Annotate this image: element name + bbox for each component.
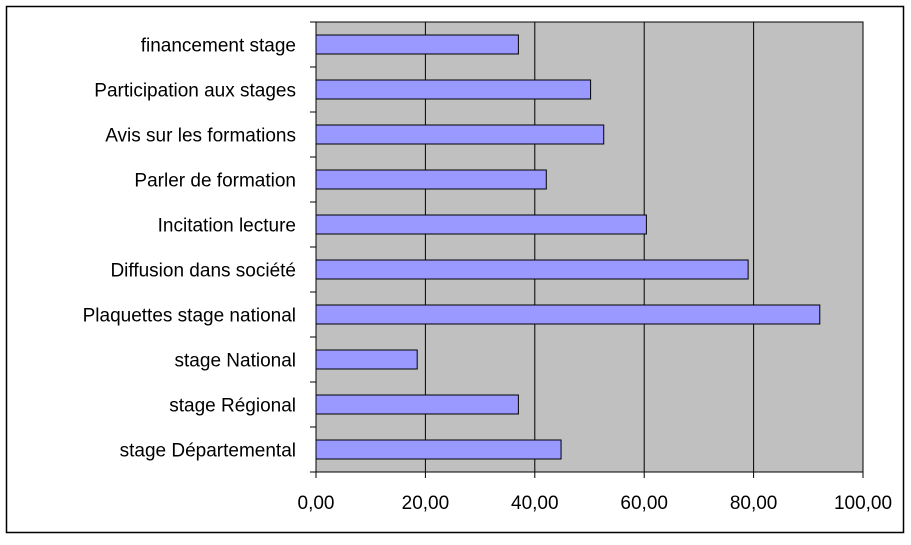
bar xyxy=(315,214,647,235)
axes xyxy=(310,21,864,478)
x-tick-label: 40,00 xyxy=(511,493,559,514)
bar xyxy=(315,34,519,55)
bar xyxy=(315,304,821,325)
category-label: stage Régional xyxy=(169,396,296,417)
category-labels: financement stage Participation aux stage… xyxy=(83,36,296,462)
x-tick-label: 80,00 xyxy=(730,493,778,514)
bar xyxy=(315,394,519,415)
x-tick-label: 60,00 xyxy=(620,493,668,514)
category-label: stage National xyxy=(175,351,296,372)
bar xyxy=(315,439,562,460)
category-label: stage Départemental xyxy=(120,441,296,462)
bar xyxy=(315,79,592,100)
category-label: Parler de formation xyxy=(134,171,296,192)
x-tick-label: 100,00 xyxy=(834,493,892,514)
category-label: Participation aux stages xyxy=(94,81,296,102)
bar xyxy=(315,259,749,280)
category-label: financement stage xyxy=(141,36,296,57)
x-tick-labels: 0,00 20,00 40,00 60,00 80,00 100,00 xyxy=(298,493,893,514)
category-label: Incitation lecture xyxy=(158,216,296,237)
bar xyxy=(315,124,605,145)
bar xyxy=(315,169,547,190)
bars xyxy=(315,34,821,460)
bar xyxy=(315,349,418,370)
category-label: Avis sur les formations xyxy=(105,126,296,147)
category-label: Diffusion dans société xyxy=(110,261,296,282)
category-label: Plaquettes stage national xyxy=(83,306,296,327)
x-tick-label: 0,00 xyxy=(298,493,335,514)
x-tick-label: 20,00 xyxy=(402,493,450,514)
